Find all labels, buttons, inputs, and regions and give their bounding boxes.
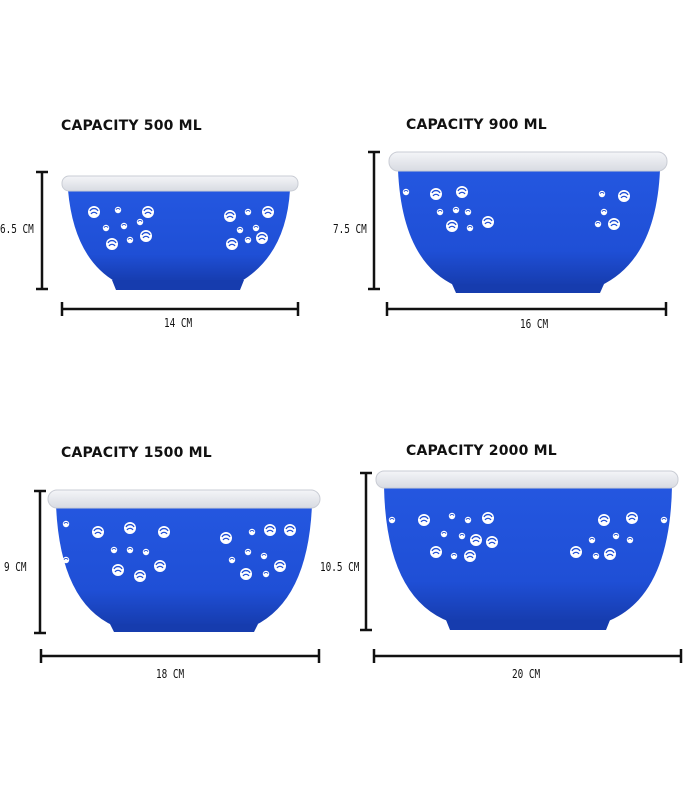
height-label-900ml: 7.5 CM: [333, 222, 367, 236]
capacity-label-1500ml: CAPACITY 1500 ML: [61, 445, 212, 461]
bowl-500ml: [61, 175, 299, 290]
bowl-900ml: [388, 151, 668, 293]
capacity-label-500ml: CAPACITY 500 ML: [61, 118, 202, 134]
width-label-1500ml: 18 CM: [156, 667, 185, 681]
height-label-1500ml: 9 CM: [4, 560, 27, 574]
width-label-500ml: 14 CM: [164, 316, 193, 330]
bowl-1500ml: [47, 489, 321, 632]
width-label-2000ml: 20 CM: [512, 667, 541, 681]
width-label-900ml: 16 CM: [520, 317, 549, 331]
capacity-label-2000ml: CAPACITY 2000 ML: [406, 443, 557, 459]
height-label-2000ml: 10.5 CM: [320, 560, 360, 574]
height-label-500ml: 6.5 CM: [0, 222, 34, 236]
capacity-label-900ml: CAPACITY 900 ML: [406, 117, 547, 133]
bowl-2000ml: [375, 470, 679, 630]
